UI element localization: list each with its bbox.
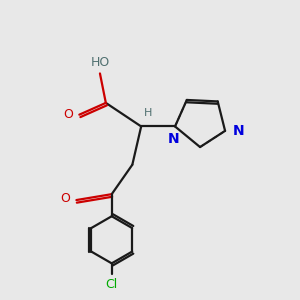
Text: Cl: Cl bbox=[106, 278, 118, 291]
Text: O: O bbox=[61, 192, 70, 205]
Text: HO: HO bbox=[90, 56, 110, 69]
Text: N: N bbox=[232, 124, 244, 138]
Text: N: N bbox=[168, 132, 179, 146]
Text: O: O bbox=[64, 108, 74, 121]
Text: H: H bbox=[144, 108, 152, 118]
